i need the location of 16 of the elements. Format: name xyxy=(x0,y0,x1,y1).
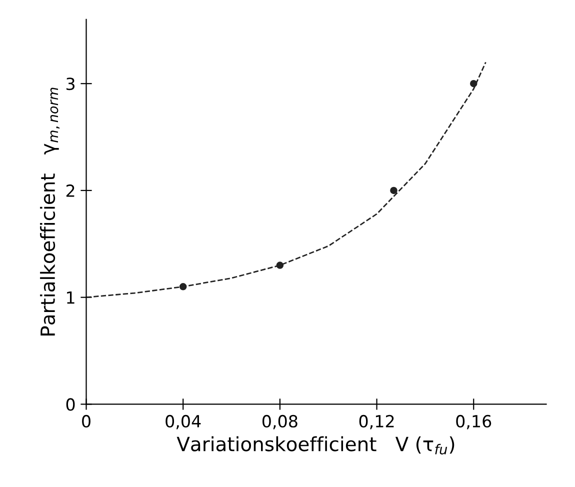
x-tick-label: 0 xyxy=(82,414,90,428)
y-tick-label: 2 xyxy=(66,184,74,197)
x-tick-label: 0,08 xyxy=(262,414,298,430)
point xyxy=(179,283,187,290)
point xyxy=(470,80,478,88)
y-tick-label: 3 xyxy=(66,78,74,90)
y-tick-label: 0 xyxy=(66,398,75,411)
x-tick-label: 0,12 xyxy=(359,414,394,430)
point xyxy=(390,186,398,194)
y-axis-title: Partialkoefficient γ$_{m,norm}$ xyxy=(40,88,60,336)
y-tick-label: 1 xyxy=(67,292,74,304)
x-axis-title: Variationskoefficient V (τ$_{fu}$) xyxy=(176,436,454,454)
x-tick-label: 0,16 xyxy=(456,414,492,430)
x-tick-label: 0,04 xyxy=(166,414,201,430)
line-series xyxy=(86,62,486,298)
point xyxy=(276,262,284,269)
